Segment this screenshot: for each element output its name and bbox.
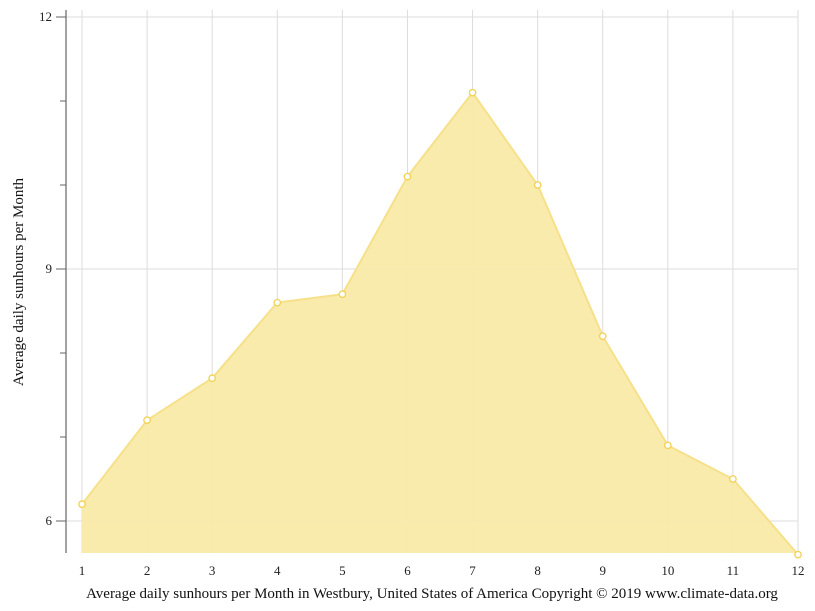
- y-tick-label: 12: [39, 9, 52, 24]
- x-tick-label: 5: [339, 563, 346, 578]
- x-tick-label: 8: [534, 563, 541, 578]
- area-line: [81, 90, 799, 556]
- data-point-marker: [338, 290, 347, 299]
- data-point-marker: [468, 88, 477, 97]
- data-point-marker: [273, 298, 282, 307]
- x-tick-label: 7: [469, 563, 476, 578]
- data-point-marker: [533, 181, 542, 189]
- x-tick-label: 12: [792, 563, 805, 578]
- x-tick-label: 10: [661, 563, 674, 578]
- data-point-marker: [143, 416, 151, 425]
- y-axis-title: Average daily sunhours per Month: [11, 178, 27, 387]
- x-tick-label: 6: [404, 563, 411, 578]
- x-tick-label: 9: [599, 563, 606, 578]
- data-point-marker: [598, 332, 607, 341]
- data-point-marker: [208, 374, 217, 383]
- y-tick-label: 6: [46, 513, 53, 528]
- x-tick-label: 11: [727, 563, 740, 578]
- y-tick-label: 9: [46, 261, 53, 276]
- x-axis-title: Average daily sunhours per Month in West…: [86, 586, 778, 602]
- data-point-marker: [78, 500, 86, 509]
- x-tick-label: 1: [79, 563, 86, 578]
- data-point-marker: [403, 172, 412, 181]
- area-fill: [82, 92, 798, 555]
- x-tick-label: 3: [209, 563, 216, 578]
- x-tick-label: 2: [144, 563, 151, 578]
- data-point-marker: [729, 475, 737, 483]
- x-tick-label: 4: [274, 563, 281, 578]
- data-point-marker: [794, 550, 802, 559]
- data-area: [81, 90, 799, 556]
- data-markers: [78, 88, 802, 559]
- data-point-marker: [663, 441, 672, 450]
